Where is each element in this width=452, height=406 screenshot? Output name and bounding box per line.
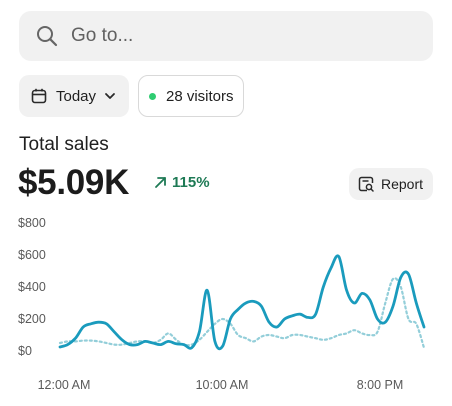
y-tick-label: $800 [18,216,46,230]
y-tick-label: $200 [18,312,46,326]
sales-change: 115% [154,174,210,191]
comparison-series-line [58,277,426,349]
total-sales-value: $5.09K [18,163,130,202]
sales-series-line [58,254,426,351]
calendar-icon [31,88,47,104]
y-tick-label: $400 [18,280,46,294]
x-tick-label: 8:00 PM [357,378,404,392]
report-button-label: Report [381,176,424,192]
y-tick-label: $600 [18,248,46,262]
visitors-badge[interactable]: 28 visitors [138,75,244,117]
y-tick-label: $0 [18,344,32,358]
x-tick-label: 12:00 AM [38,378,91,392]
date-filter-label: Today [56,87,97,105]
search-input[interactable]: Go to... [71,25,134,46]
x-tick-label: 10:00 AM [196,378,249,392]
sales-change-value: 115% [172,174,210,191]
total-sales-title: Total sales [19,134,109,155]
arrow-up-right-icon [155,177,166,188]
search-bar[interactable]: Go to... [19,11,433,61]
chevron-down-icon [105,93,115,99]
live-dot-icon [149,92,156,100]
date-filter-button[interactable]: Today [19,75,129,117]
report-icon [358,176,374,192]
sales-chart: $800 $600 $400 $200 $0 12:00 AM 10:00 AM 8:00 … [18,216,426,392]
search-icon [37,26,58,47]
report-button[interactable]: Report [349,168,433,200]
visitors-label: 28 visitors [166,87,234,105]
